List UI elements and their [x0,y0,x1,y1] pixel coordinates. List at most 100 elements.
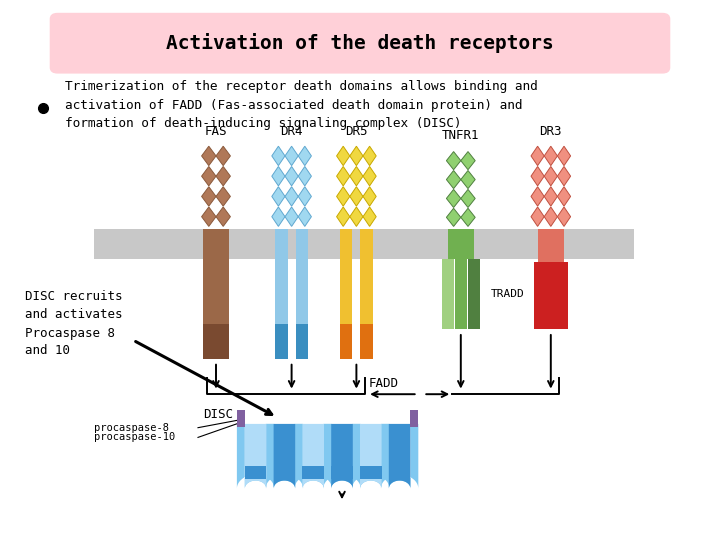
FancyBboxPatch shape [361,230,373,359]
Polygon shape [544,166,557,186]
Polygon shape [331,424,353,489]
FancyBboxPatch shape [389,466,410,479]
Polygon shape [557,187,571,206]
FancyBboxPatch shape [331,466,353,479]
Polygon shape [360,424,382,489]
Polygon shape [350,166,363,186]
Polygon shape [298,187,311,206]
Text: FAS: FAS [204,125,228,138]
FancyBboxPatch shape [203,230,229,359]
FancyBboxPatch shape [94,230,634,259]
Polygon shape [237,424,274,489]
Polygon shape [446,152,461,170]
Polygon shape [336,207,350,226]
Polygon shape [350,146,363,166]
Polygon shape [298,146,311,166]
Polygon shape [544,187,557,206]
FancyBboxPatch shape [296,230,308,359]
Polygon shape [363,146,376,166]
Text: procaspase-8: procaspase-8 [94,423,168,433]
Polygon shape [298,207,311,226]
Polygon shape [216,207,230,226]
FancyBboxPatch shape [360,466,382,479]
Text: FADD: FADD [369,377,399,390]
Polygon shape [544,146,557,166]
Polygon shape [557,166,571,186]
Polygon shape [350,207,363,226]
Polygon shape [272,146,285,166]
FancyBboxPatch shape [545,262,557,329]
Polygon shape [202,207,216,226]
FancyBboxPatch shape [468,259,480,329]
Polygon shape [461,171,475,188]
Polygon shape [531,166,544,186]
FancyBboxPatch shape [50,14,670,73]
Polygon shape [272,207,285,226]
FancyBboxPatch shape [340,324,353,359]
Text: DISC: DISC [203,408,233,421]
Polygon shape [363,187,376,206]
Polygon shape [363,207,376,226]
FancyBboxPatch shape [275,324,288,359]
Polygon shape [336,187,350,206]
FancyBboxPatch shape [557,262,568,329]
FancyBboxPatch shape [302,466,324,479]
Text: DR4: DR4 [280,125,303,138]
Polygon shape [285,166,298,186]
Polygon shape [461,152,475,170]
FancyBboxPatch shape [448,230,474,259]
Polygon shape [557,207,571,226]
Polygon shape [446,190,461,207]
FancyBboxPatch shape [410,410,418,427]
Polygon shape [352,424,390,489]
Polygon shape [272,187,285,206]
Polygon shape [557,146,571,166]
Polygon shape [245,424,266,489]
FancyBboxPatch shape [455,259,467,329]
FancyBboxPatch shape [442,259,454,329]
Polygon shape [216,166,230,186]
FancyBboxPatch shape [538,230,564,262]
Polygon shape [531,146,544,166]
Polygon shape [285,187,298,206]
FancyBboxPatch shape [274,466,295,479]
Polygon shape [216,146,230,166]
Polygon shape [202,166,216,186]
Polygon shape [274,424,295,489]
Polygon shape [461,208,475,226]
Polygon shape [381,424,418,489]
Text: Trimerization of the receptor death domains allows binding and
activation of FAD: Trimerization of the receptor death doma… [65,80,538,130]
FancyBboxPatch shape [296,324,308,359]
Polygon shape [298,166,311,186]
Polygon shape [531,187,544,206]
Text: Activation of the death receptors: Activation of the death receptors [166,33,554,53]
Polygon shape [389,424,410,489]
Polygon shape [266,424,303,489]
Text: procaspase-10: procaspase-10 [94,433,175,442]
Polygon shape [531,207,544,226]
Polygon shape [294,424,332,489]
FancyBboxPatch shape [340,230,353,359]
Text: TNFR1: TNFR1 [442,129,480,142]
Text: DR3: DR3 [539,125,562,138]
Text: TRADD: TRADD [491,289,525,299]
Polygon shape [446,208,461,226]
Polygon shape [285,146,298,166]
Text: DISC recruits
and activates
Procaspase 8
and 10: DISC recruits and activates Procaspase 8… [25,291,122,357]
FancyBboxPatch shape [361,324,373,359]
Polygon shape [202,146,216,166]
FancyBboxPatch shape [237,410,245,427]
FancyBboxPatch shape [245,466,266,479]
Polygon shape [216,187,230,206]
Polygon shape [446,171,461,188]
Polygon shape [336,166,350,186]
FancyBboxPatch shape [275,230,288,359]
FancyBboxPatch shape [534,262,545,329]
Polygon shape [363,166,376,186]
Polygon shape [285,207,298,226]
Text: DR5: DR5 [345,125,368,138]
Polygon shape [544,207,557,226]
Polygon shape [323,424,361,489]
Polygon shape [350,187,363,206]
Polygon shape [202,187,216,206]
